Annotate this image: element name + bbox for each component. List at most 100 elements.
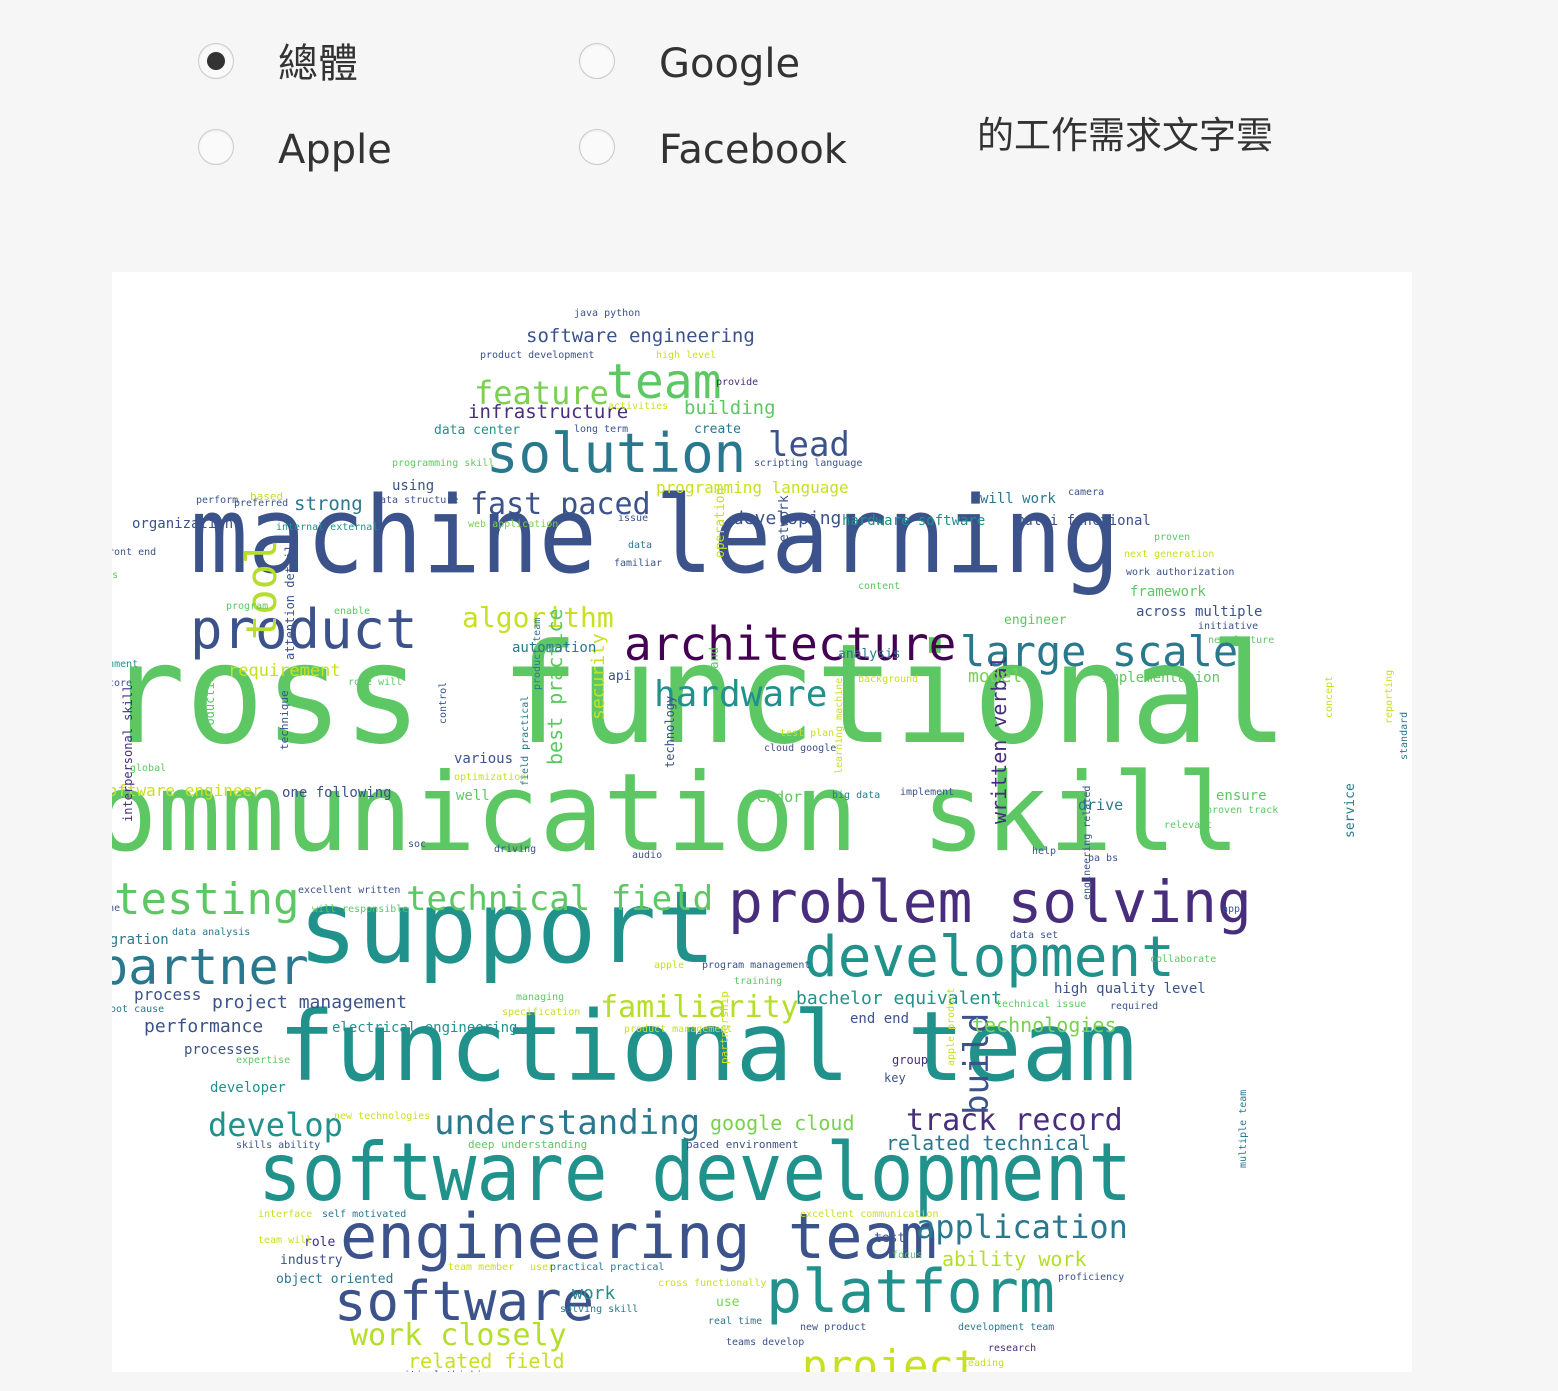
wordcloud-word: java python xyxy=(574,308,640,319)
wordcloud-word: global xyxy=(130,763,166,774)
radio-button-apple[interactable] xyxy=(198,129,234,165)
wordcloud-word: software engineer xyxy=(112,781,262,800)
wordcloud-word: key xyxy=(884,1071,906,1085)
wordcloud-word: attention detail xyxy=(283,544,297,660)
wordcloud-word: product team xyxy=(532,618,543,690)
wordcloud-word: developer xyxy=(210,1080,286,1096)
wordcloud-word: performance xyxy=(144,1016,263,1037)
wordcloud-word: application xyxy=(916,1208,1128,1246)
wordcloud-word: platform xyxy=(766,1257,1055,1327)
wordcloud-word: role will xyxy=(348,677,402,688)
wordcloud-word: will responsible xyxy=(312,904,408,915)
wordcloud-word: network xyxy=(777,495,792,550)
wordcloud-word: well xyxy=(456,788,490,804)
wordcloud-word: engineering related xyxy=(1082,786,1093,900)
wordcloud-word: data structure xyxy=(374,495,458,506)
wordcloud-word: tool xyxy=(237,539,286,640)
wordcloud-word: ability work xyxy=(942,1247,1087,1271)
wordcloud-word: interface xyxy=(258,1209,312,1220)
wordcloud-word: high quality level xyxy=(1054,981,1206,997)
wordcloud-word: high level xyxy=(656,350,716,361)
wordcloud-word: camera xyxy=(1068,487,1104,498)
wordcloud-word: specification xyxy=(502,1007,580,1018)
wordcloud-word: enable xyxy=(334,606,370,617)
wordcloud-word: environment xyxy=(112,659,138,670)
wordcloud-word: best practice xyxy=(543,608,567,765)
wordcloud-word: team member xyxy=(448,1262,514,1273)
wordcloud-word: written verbal xyxy=(987,655,1011,824)
wordcloud-word: field practical xyxy=(520,696,531,786)
radio-button-google[interactable] xyxy=(579,43,615,79)
wordcloud-word: service xyxy=(1343,783,1358,838)
radio-option-facebook[interactable]: Facebook xyxy=(579,127,899,189)
radio-option-apple[interactable]: Apple xyxy=(198,127,498,189)
wordcloud-word: big data xyxy=(832,790,880,801)
wordcloud-word: using xyxy=(392,478,434,494)
wordcloud-word: drive xyxy=(1078,796,1123,814)
wordcloud-word: algorithm xyxy=(462,601,614,634)
wordcloud-word: framework xyxy=(1130,584,1206,600)
wordcloud-word: expertise xyxy=(236,1055,290,1066)
wordcloud-word: data center xyxy=(434,423,520,438)
wordcloud-word: practical practical xyxy=(550,1262,664,1273)
wordcloud-word: cross functional xyxy=(112,614,1288,775)
wordcloud-word: real time xyxy=(708,1316,762,1327)
wordcloud-word: implement xyxy=(900,787,954,798)
wordcloud-word: role xyxy=(304,1235,335,1250)
wordcloud-word: hardware software xyxy=(842,513,985,529)
wordcloud-word: hardware xyxy=(654,674,827,715)
radio-button-overall[interactable] xyxy=(198,43,234,79)
wordcloud-word: industry xyxy=(280,1253,343,1268)
radio-button-facebook[interactable] xyxy=(579,129,615,165)
wordcloud-word: user xyxy=(530,1262,554,1273)
wordcloud-word: partner xyxy=(112,938,309,996)
wordcloud-word: testing xyxy=(114,874,299,925)
wordcloud-word: leading xyxy=(962,1358,1004,1369)
wordcloud-word: new product xyxy=(800,1322,866,1333)
wordcloud-word: skills ability xyxy=(236,1140,320,1151)
wordcloud-word: managing xyxy=(516,992,564,1003)
wordcloud-word: create xyxy=(694,422,741,437)
wordcloud-word: apple xyxy=(654,960,684,971)
wordcloud-word: data set xyxy=(1010,930,1058,941)
wordcloud-word: object oriented xyxy=(276,1272,393,1287)
wordcloud-word: process xyxy=(134,985,201,1004)
wordcloud-word: research xyxy=(988,1343,1036,1354)
wordcloud-word: processes xyxy=(184,1042,260,1058)
radio-option-overall[interactable]: 總體 xyxy=(198,41,498,103)
wordcloud-word: product xyxy=(190,598,418,661)
wordcloud-word: bachelor equivalent xyxy=(796,988,1002,1009)
wordcloud-word: communication skill xyxy=(112,751,1240,876)
wordcloud-word: developing xyxy=(733,508,841,529)
wordcloud-word: understanding xyxy=(434,1103,700,1143)
wordcloud-word: least one xyxy=(112,903,120,914)
wordcloud-word: one following xyxy=(282,785,392,801)
wordcloud-word: programming skill xyxy=(392,458,494,469)
wordcloud-word: technical issue xyxy=(996,999,1086,1010)
wordcloud-word: strong xyxy=(294,493,363,515)
wordcloud-word: program xyxy=(226,601,268,612)
wordcloud-word: feature xyxy=(474,374,609,412)
radio-label-overall: 總體 xyxy=(278,41,358,87)
radio-option-google[interactable]: Google xyxy=(579,41,879,103)
wordcloud-word: web application xyxy=(468,519,558,530)
wordcloud-word: development xyxy=(804,925,1175,990)
wordcloud-word: app xyxy=(1222,904,1240,915)
wordcloud-word: end end xyxy=(850,1011,909,1027)
wordcloud-word: interpersonal skill xyxy=(121,685,135,822)
wordcloud-word: infrastructure xyxy=(468,401,628,423)
wordcloud-word: use xyxy=(716,1295,740,1310)
wordcloud-word: will work xyxy=(980,491,1056,507)
wordcloud-word: technique xyxy=(278,690,291,750)
wordcloud-word: concept xyxy=(1324,676,1335,718)
wordcloud-word: production xyxy=(203,668,217,740)
wordcloud-word: driving xyxy=(494,844,536,855)
wordcloud-word: build xyxy=(957,1013,997,1115)
wordcloud-word: ba bs xyxy=(1088,853,1118,864)
wordcloud-word: test plan xyxy=(780,728,834,739)
wordcloud-word: machine learning xyxy=(190,474,1120,597)
wordcloud-word: programming language xyxy=(656,478,849,497)
wordcloud-word: content xyxy=(858,581,900,592)
wordcloud-word: familiarity xyxy=(600,990,799,1025)
